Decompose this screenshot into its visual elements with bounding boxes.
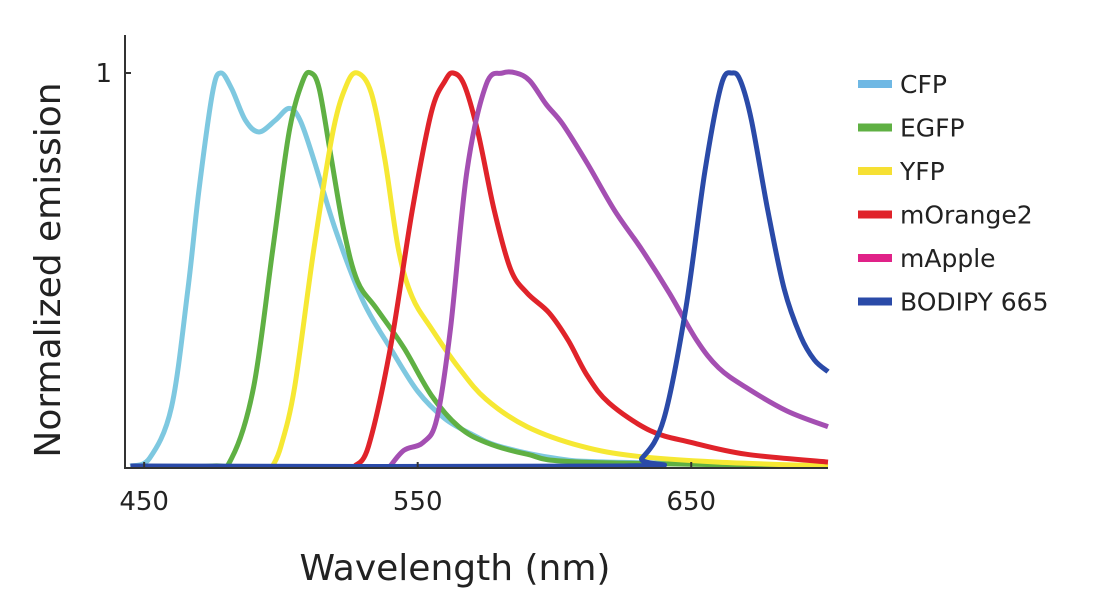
series-line-yfp (270, 70, 829, 469)
y-ticks: 1 (95, 59, 131, 89)
x-ticks: 450 550 650 (119, 462, 716, 517)
series-line-bodipy-665 (130, 70, 830, 470)
legend-label: BODIPY 665 (900, 288, 1048, 317)
x-tick-label: 450 (119, 487, 169, 517)
series-line-mapple (388, 69, 829, 468)
series-line-morange2 (352, 70, 829, 468)
series-line-egfp (130, 69, 829, 470)
legend-swatch (858, 297, 892, 306)
legend-swatch (858, 80, 892, 88)
x-tick-label: 650 (666, 487, 716, 517)
legend-label: EGFP (900, 114, 965, 143)
curves (129, 69, 830, 470)
x-tick-label: 550 (393, 487, 443, 517)
legend-swatch (858, 254, 892, 262)
y-axis-label: Normalized emission (28, 82, 69, 457)
legend-label: mOrange2 (900, 201, 1033, 230)
x-axis-label: Wavelength (nm) (300, 548, 611, 589)
legend-swatch (858, 123, 892, 132)
legend-label: mApple (900, 244, 996, 273)
y-tick-label: 1 (95, 59, 112, 89)
legend-swatch (858, 210, 892, 219)
legend-label: YFP (899, 157, 945, 186)
legend-swatch (858, 167, 892, 175)
legend: CFP EGFP YFP mOrange2 mApple BODIPY 665 (858, 70, 1048, 317)
legend-label: CFP (900, 70, 947, 99)
